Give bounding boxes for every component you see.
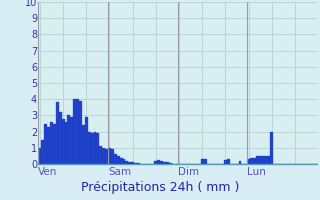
Bar (114, 154, 117, 164)
Bar (270, 132, 273, 164)
Bar (70, 117, 73, 164)
Bar (53, 123, 56, 164)
Text: Dim: Dim (178, 167, 199, 177)
Bar (108, 148, 111, 164)
Bar (85, 117, 88, 164)
Bar (99, 146, 102, 164)
Bar (38, 148, 41, 164)
Bar (268, 156, 270, 164)
Bar (250, 158, 253, 164)
Text: Lun: Lun (247, 167, 266, 177)
Bar (47, 127, 50, 164)
Bar (204, 159, 207, 164)
Bar (91, 133, 93, 164)
Bar (82, 125, 85, 164)
Bar (166, 162, 169, 164)
Bar (59, 112, 61, 164)
Bar (65, 122, 68, 164)
Bar (117, 156, 120, 164)
Bar (253, 158, 256, 164)
Bar (227, 159, 230, 164)
Bar (62, 119, 65, 164)
Bar (256, 156, 259, 164)
Bar (265, 156, 268, 164)
Bar (41, 140, 44, 164)
Bar (56, 102, 59, 164)
Bar (50, 122, 53, 164)
Bar (88, 132, 91, 164)
Text: Précipitations 24h ( mm ): Précipitations 24h ( mm ) (81, 181, 239, 194)
Bar (79, 101, 82, 164)
Bar (68, 115, 70, 164)
Bar (76, 99, 79, 164)
Bar (224, 160, 227, 164)
Bar (262, 156, 265, 164)
Bar (123, 159, 125, 164)
Bar (96, 133, 99, 164)
Bar (131, 162, 134, 164)
Bar (125, 161, 128, 164)
Bar (137, 163, 140, 164)
Bar (155, 161, 157, 164)
Bar (120, 158, 123, 164)
Bar (73, 99, 76, 164)
Bar (111, 149, 114, 164)
Bar (247, 159, 250, 164)
Bar (201, 159, 204, 164)
Bar (105, 149, 108, 164)
Bar (102, 148, 105, 164)
Bar (160, 161, 163, 164)
Bar (134, 163, 137, 164)
Bar (238, 161, 241, 164)
Bar (169, 163, 172, 164)
Text: Ven: Ven (38, 167, 58, 177)
Bar (128, 162, 131, 164)
Bar (157, 160, 160, 164)
Bar (93, 132, 96, 164)
Text: Sam: Sam (108, 167, 131, 177)
Bar (44, 123, 47, 164)
Bar (163, 162, 166, 164)
Bar (259, 156, 262, 164)
